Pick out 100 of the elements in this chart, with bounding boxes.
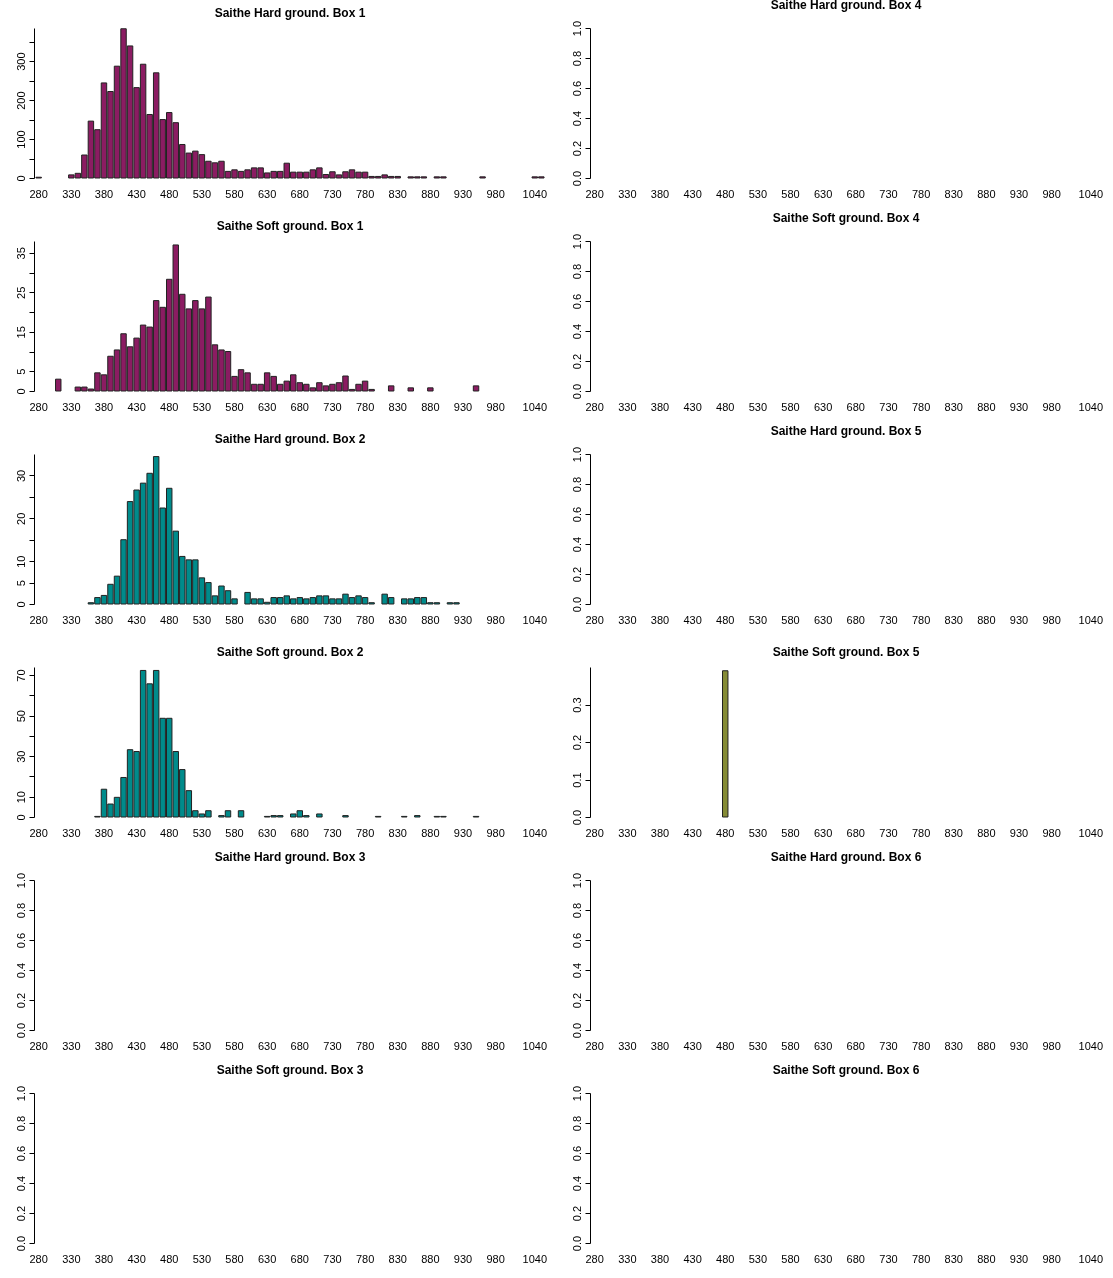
x-tick-label: 380 bbox=[650, 1252, 670, 1265]
y-tick-label: 1.0 bbox=[570, 446, 583, 463]
chart-title: Saithe Hard ground. Box 5 bbox=[770, 424, 922, 439]
x-tick-label: 1040 bbox=[522, 1252, 548, 1265]
y-tick-label: 0.2 bbox=[570, 353, 583, 370]
x-tick-label: 830 bbox=[388, 187, 407, 200]
x-tick-label: 630 bbox=[257, 187, 277, 200]
chart-title: Saithe Soft ground. Box 5 bbox=[772, 645, 920, 659]
chart-title: Saithe Soft ground. Box 2 bbox=[216, 645, 364, 659]
x-tick-label: 480 bbox=[160, 1252, 179, 1265]
x-tick-label: 1040 bbox=[522, 826, 548, 839]
x-tick-label: 880 bbox=[977, 826, 996, 839]
y-tick-label: 0.0 bbox=[570, 809, 583, 826]
x-tick-label: 830 bbox=[944, 187, 963, 200]
x-tick-label: 580 bbox=[225, 826, 244, 839]
x-tick-label: 580 bbox=[781, 613, 800, 626]
x-tick-label: 780 bbox=[911, 1252, 931, 1265]
y-tick-label: 0.4 bbox=[570, 323, 583, 340]
x-tick-label: 430 bbox=[127, 400, 146, 413]
x-tick-label: 980 bbox=[1042, 613, 1061, 626]
x-tick-label: 930 bbox=[1009, 826, 1029, 839]
x-tick-label: 630 bbox=[257, 400, 277, 413]
x-tick-label: 680 bbox=[846, 1252, 865, 1265]
x-tick-label: 780 bbox=[911, 1039, 931, 1052]
x-tick-label: 380 bbox=[650, 613, 670, 626]
x-tick-label: 780 bbox=[355, 613, 375, 626]
x-tick-label: 880 bbox=[977, 400, 996, 413]
chart-title: Saithe Hard ground. Box 6 bbox=[770, 850, 922, 865]
x-tick-label: 780 bbox=[911, 400, 931, 413]
x-tick-label: 430 bbox=[127, 187, 146, 200]
x-tick-label: 680 bbox=[846, 187, 865, 200]
y-tick-label: 0.2 bbox=[570, 734, 583, 751]
x-tick-label: 630 bbox=[813, 187, 833, 200]
y-tick-label: 0.6 bbox=[570, 293, 583, 310]
x-tick-label: 680 bbox=[290, 826, 309, 839]
y-tick-label: 300 bbox=[14, 52, 27, 71]
x-tick-label: 980 bbox=[486, 1039, 505, 1052]
x-tick-label: 730 bbox=[323, 613, 342, 626]
x-tick-label: 830 bbox=[944, 826, 963, 839]
y-tick-label: 0.8 bbox=[14, 1115, 27, 1132]
x-tick-label: 830 bbox=[388, 826, 407, 839]
x-tick-label: 930 bbox=[453, 1252, 473, 1265]
y-tick-label: 70 bbox=[14, 669, 27, 682]
x-tick-label: 330 bbox=[62, 1039, 81, 1052]
x-tick-label: 1040 bbox=[1078, 613, 1104, 626]
y-tick-label: 0.8 bbox=[570, 263, 583, 280]
y-tick-label: 1.0 bbox=[570, 1085, 583, 1102]
x-tick-label: 730 bbox=[879, 826, 898, 839]
y-tick-label: 15 bbox=[14, 326, 27, 339]
x-tick-label: 780 bbox=[355, 826, 375, 839]
chart-title: Saithe Hard ground. Box 1 bbox=[214, 6, 366, 20]
x-tick-label: 680 bbox=[290, 1039, 309, 1052]
x-tick-label: 530 bbox=[192, 1039, 212, 1052]
x-tick-label: 730 bbox=[879, 1252, 898, 1265]
x-tick-label: 280 bbox=[585, 826, 604, 839]
y-tick-label: 0.4 bbox=[570, 1175, 583, 1192]
x-tick-label: 480 bbox=[716, 187, 735, 200]
x-tick-label: 680 bbox=[846, 1039, 865, 1052]
x-tick-label: 830 bbox=[388, 613, 407, 626]
y-tick-label: 0.4 bbox=[570, 962, 583, 979]
x-tick-label: 480 bbox=[716, 826, 735, 839]
bar bbox=[237, 810, 245, 818]
y-tick-label: 0.2 bbox=[570, 1205, 583, 1222]
x-tick-label: 980 bbox=[486, 826, 505, 839]
x-tick-label: 880 bbox=[421, 1252, 440, 1265]
y-tick-label: 0.4 bbox=[14, 962, 27, 979]
y-tick-label: 0.2 bbox=[14, 992, 27, 1009]
x-tick-label: 730 bbox=[323, 400, 342, 413]
x-tick-label: 930 bbox=[1009, 187, 1029, 200]
bar bbox=[55, 378, 62, 392]
y-tick-label: 0.0 bbox=[570, 596, 583, 613]
x-tick-label: 1040 bbox=[1078, 187, 1104, 200]
y-tick-label: 0.8 bbox=[570, 1115, 583, 1132]
x-tick-label: 830 bbox=[388, 1252, 407, 1265]
x-tick-label: 930 bbox=[1009, 1039, 1029, 1052]
x-tick-label: 430 bbox=[127, 1252, 146, 1265]
y-tick-label: 0.2 bbox=[570, 992, 583, 1009]
x-tick-label: 530 bbox=[192, 400, 212, 413]
y-tick-label: 5 bbox=[14, 368, 27, 375]
x-tick-label: 430 bbox=[683, 1252, 702, 1265]
x-tick-label: 880 bbox=[421, 826, 440, 839]
y-tick-label: 0.6 bbox=[570, 1145, 583, 1162]
x-tick-label: 730 bbox=[879, 187, 898, 200]
x-tick-label: 330 bbox=[618, 613, 637, 626]
chart-title: Saithe Soft ground. Box 4 bbox=[772, 211, 920, 226]
x-tick-label: 830 bbox=[944, 613, 963, 626]
y-tick-label: 200 bbox=[14, 91, 27, 110]
x-tick-label: 480 bbox=[160, 400, 179, 413]
y-tick-label: 0.2 bbox=[570, 140, 583, 157]
x-tick-label: 630 bbox=[257, 1252, 277, 1265]
x-tick-label: 630 bbox=[813, 1252, 833, 1265]
x-tick-label: 780 bbox=[355, 187, 375, 200]
x-tick-label: 880 bbox=[977, 613, 996, 626]
x-tick-label: 530 bbox=[192, 613, 212, 626]
x-tick-label: 980 bbox=[486, 187, 505, 200]
x-tick-label: 330 bbox=[62, 826, 81, 839]
y-tick-label: 0.8 bbox=[570, 476, 583, 493]
y-tick-label: 0.4 bbox=[570, 110, 583, 127]
x-tick-label: 930 bbox=[453, 400, 473, 413]
x-tick-label: 280 bbox=[29, 613, 48, 626]
